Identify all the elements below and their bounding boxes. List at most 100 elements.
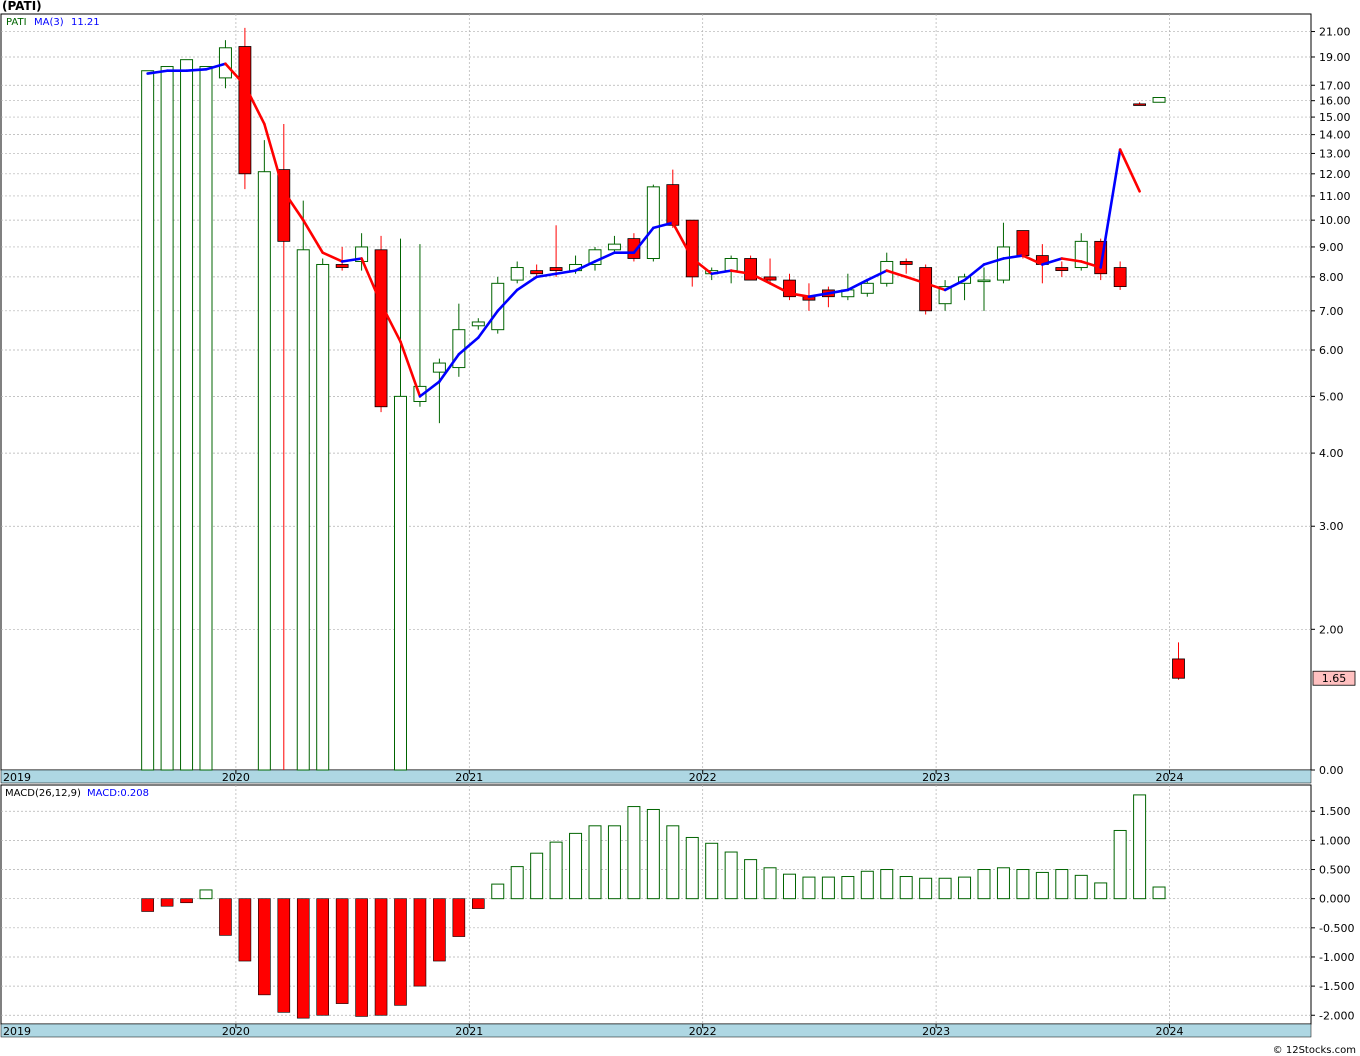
candle-body — [238, 46, 252, 175]
ma-line-segment — [1079, 260, 1102, 269]
macd-bar — [238, 898, 252, 962]
candle-body — [257, 171, 271, 771]
price-y-tick-label: 4.00 — [1319, 447, 1344, 460]
x-tick-label: 2019 — [3, 1025, 31, 1038]
ma-line-segment — [904, 275, 927, 285]
candle-body — [316, 263, 330, 771]
last-price-tag-label: 1.65 — [1322, 672, 1347, 685]
macd-y-tick-label: 0.000 — [1319, 893, 1351, 906]
x-tick-label: 2019 — [3, 771, 31, 784]
price-y-tick-label: 12.00 — [1319, 168, 1351, 181]
price-y-tick-label: 8.00 — [1319, 271, 1344, 284]
legend-ticker: PATI — [6, 17, 27, 28]
ma-line-segment — [690, 257, 714, 276]
x-tick-label: 2020 — [222, 1025, 250, 1038]
ma-line-segment — [1041, 257, 1064, 266]
ma-line-segment — [438, 352, 461, 383]
macd-bar — [1133, 794, 1147, 900]
candle-body — [277, 169, 291, 242]
x-tick-label: 2023 — [922, 1025, 950, 1038]
ma-line-segment — [710, 269, 733, 276]
ma-line-segment — [301, 218, 325, 254]
macd-bar — [258, 898, 271, 996]
price-y-tick-label: 0.00 — [1319, 764, 1344, 777]
ma-line-segment — [476, 309, 500, 339]
credit-text: © 12Stocks.com — [1272, 1045, 1356, 1056]
macd-y-tick-label: -1.000 — [1319, 951, 1354, 964]
macd-bar — [1094, 882, 1108, 900]
last-price-tag — [1312, 670, 1356, 686]
candle-body — [1113, 267, 1127, 288]
macd-bar — [530, 852, 544, 900]
macd-bar — [180, 898, 193, 904]
candle-body — [1172, 658, 1185, 679]
candle-body — [549, 267, 563, 272]
ma-line-segment — [457, 336, 480, 356]
macd-bar — [1113, 829, 1127, 900]
x-tick-label: 2022 — [689, 771, 717, 784]
macd-bar — [821, 876, 835, 900]
macd-bar — [491, 883, 505, 900]
ma-line-segment — [1118, 148, 1141, 193]
x-tick-label: 2023 — [922, 771, 950, 784]
candle-body — [510, 267, 524, 281]
ma-line-segment — [554, 269, 577, 276]
candle-body — [1133, 103, 1146, 106]
candle-body — [763, 276, 777, 281]
macd-bar — [355, 898, 368, 1017]
candle-body — [899, 261, 913, 265]
macd-bar — [549, 841, 563, 900]
macd-bar — [569, 832, 583, 900]
macd-y-tick-label: 1.000 — [1319, 834, 1351, 847]
ma-line-segment — [749, 272, 772, 285]
ma-line-segment — [943, 278, 966, 292]
ma-line-segment — [1021, 254, 1044, 266]
macd-y-tick-label: 1.500 — [1319, 805, 1351, 818]
candle-body — [919, 267, 933, 312]
macd-bar — [666, 825, 680, 900]
price-y-tick-label: 7.00 — [1319, 305, 1344, 318]
macd-legend-label: MACD(26,12,9) — [5, 788, 81, 799]
candle-body — [160, 66, 174, 771]
candle-body — [996, 246, 1010, 281]
x-tick-label: 2020 — [222, 771, 250, 784]
candle-body — [374, 249, 388, 408]
macd-bar — [394, 898, 407, 1006]
macd-bar — [1035, 871, 1049, 900]
macd-bar — [1016, 869, 1030, 900]
ma-line-segment — [788, 291, 811, 299]
macd-bar — [141, 898, 154, 912]
ma-line-segment — [768, 282, 791, 295]
ma-line-segment — [652, 221, 675, 230]
macd-bar — [1074, 874, 1088, 900]
candle-body — [666, 184, 680, 226]
macd-bar — [841, 876, 855, 900]
macd-bar — [880, 869, 894, 900]
macd-bar — [160, 898, 174, 907]
macd-bar — [763, 867, 777, 900]
candle-body — [1016, 230, 1030, 256]
price-panel: 21.00 19.00 17.00 16.00 15.00 14.00 13.00 12.00… — [0, 13, 1356, 784]
ma-line-segment — [146, 69, 169, 75]
macd-bar — [1055, 869, 1069, 900]
price-y-tick-label: 9.00 — [1319, 241, 1344, 254]
candle-body — [938, 286, 952, 305]
ma-line-segment — [885, 269, 908, 279]
macd-x-axis-band — [0, 1023, 1312, 1038]
candle-body — [607, 243, 621, 251]
candle-body — [471, 321, 485, 327]
ma-line-segment — [321, 251, 344, 263]
macd-bar — [977, 869, 991, 900]
price-y-tick-label: 15.00 — [1319, 111, 1351, 124]
price-y-tick-label: 2.00 — [1319, 623, 1344, 636]
ma-line-segment — [496, 288, 519, 313]
price-y-tick-label: 19.00 — [1319, 51, 1351, 64]
legend-ma-label: MA(3) — [34, 17, 64, 28]
price-y-tick-label: 21.00 — [1319, 26, 1351, 39]
ma-line-segment — [282, 190, 305, 222]
ma-line-segment — [340, 257, 363, 263]
price-y-tick-label: 14.00 — [1319, 129, 1351, 142]
macd-bar — [277, 898, 291, 1013]
candle-body — [1055, 267, 1069, 272]
macd-bar — [958, 876, 972, 900]
